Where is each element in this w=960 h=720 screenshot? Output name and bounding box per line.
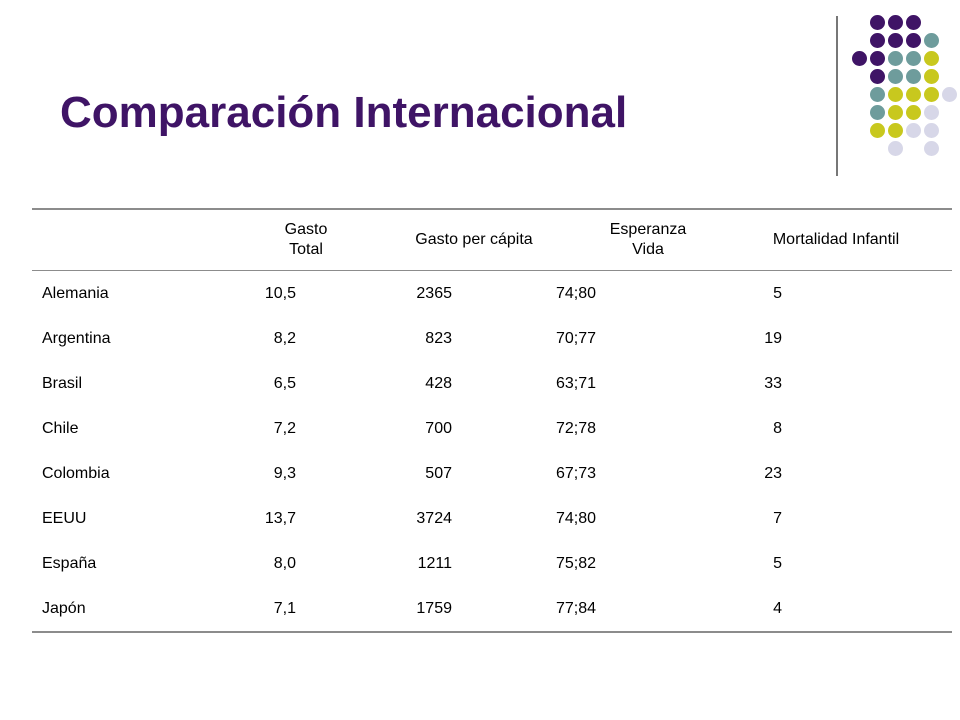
table-row: EEUU 13,7 3724 74;80 7 [32,496,952,541]
cell-gasto-per-capita: 1211 [417,554,452,572]
cell-mortalidad-infantil: 23 [764,464,782,482]
cell-gasto-per-capita: 1759 [416,599,452,617]
table-header-row: Gasto Total Gasto per cápita Esperanza V… [32,210,952,271]
cell-esperanza-vida: 74;80 [555,284,596,302]
table-top-rule [32,208,952,210]
header-cell-gasto-per-capita: Gasto per cápita [376,230,572,250]
decorative-dot [906,123,921,138]
cell-mortalidad-infantil: 7 [773,509,782,527]
table-row: Colombia 9,3 507 67;73 23 [32,451,952,496]
decorative-dot [924,69,939,84]
decorative-dot [906,69,921,84]
decorative-dot [906,105,921,120]
cell-gasto-total: 6,5 [273,374,296,392]
cell-country: Chile [42,419,79,437]
cell-gasto-per-capita: 3724 [416,509,452,527]
cell-country: EEUU [42,509,87,527]
decorative-dot [924,141,939,156]
header-line: Vida [632,241,664,258]
cell-gasto-per-capita: 428 [425,374,452,392]
cell-country: España [42,554,97,572]
cell-gasto-total: 7,1 [273,599,296,617]
table-row: Argentina 8,2 823 70;77 19 [32,316,952,361]
cell-gasto-per-capita: 700 [425,419,452,437]
table-bottom-rule [32,631,952,633]
decorative-dot [924,87,939,102]
cell-esperanza-vida: 67;73 [555,464,596,482]
decorative-dot [906,15,921,30]
cell-esperanza-vida: 75;82 [555,554,596,572]
cell-country: Argentina [42,329,111,347]
cell-gasto-total: 8,2 [273,329,296,347]
decorative-dot [906,51,921,66]
cell-mortalidad-infantil: 33 [764,374,782,392]
cell-gasto-total: 10,5 [264,284,296,302]
decorative-dot [924,51,939,66]
decorative-dot [942,87,957,102]
decorative-dot [906,87,921,102]
cell-gasto-total: 9,3 [273,464,296,482]
decorative-dot [888,87,903,102]
comparison-table: Gasto Total Gasto per cápita Esperanza V… [32,208,952,633]
decorative-dot [888,141,903,156]
header-cell-esperanza-vida: Esperanza Vida [572,220,724,260]
cell-mortalidad-infantil: 5 [773,284,782,302]
decorative-dot [870,123,885,138]
header-cell-gasto-total: Gasto Total [236,220,376,260]
table-row: Brasil 6,5 428 63;71 33 [32,361,952,406]
cell-esperanza-vida: 63;71 [555,374,596,392]
cell-gasto-per-capita: 507 [425,464,452,482]
cell-gasto-per-capita: 823 [425,329,452,347]
decorative-dot [870,33,885,48]
cell-esperanza-vida: 74;80 [555,509,596,527]
decorative-dot [852,51,867,66]
decorative-dot [870,51,885,66]
table-row: Japón 7,1 1759 77;84 4 [32,586,952,631]
decorative-dot [888,15,903,30]
cell-esperanza-vida: 70;77 [555,329,596,347]
decorative-dot [888,69,903,84]
cell-gasto-total: 8,0 [273,554,296,572]
decorative-dot [888,123,903,138]
cell-mortalidad-infantil: 8 [773,419,782,437]
cell-esperanza-vida: 77;84 [555,599,596,617]
decorative-dot [888,51,903,66]
decorative-dot [870,105,885,120]
cell-esperanza-vida: 72;78 [555,419,596,437]
decorative-divider-line [836,16,838,176]
decorative-dot [870,69,885,84]
cell-mortalidad-infantil: 5 [773,554,782,572]
header-line: Total [289,241,323,258]
cell-gasto-total: 7,2 [273,419,296,437]
decorative-dot [870,15,885,30]
table-body: Alemania 10,5 2365 74;80 5 Argentina 8,2 823 70;… [32,271,952,631]
header-line: Gasto [284,221,328,238]
header-cell-mortalidad-infantil: Mortalidad Infantil [724,230,948,250]
header-line: Gasto per cápita [415,231,533,248]
page-title: Comparación Internacional [60,88,628,137]
cell-gasto-total: 13,7 [264,509,296,527]
decorative-dot [924,105,939,120]
cell-mortalidad-infantil: 19 [764,329,782,347]
decorative-dot [924,123,939,138]
header-line: Esperanza [609,221,687,238]
table-row: Alemania 10,5 2365 74;80 5 [32,271,952,316]
decorative-dot [906,33,921,48]
decorative-dot [888,33,903,48]
cell-gasto-per-capita: 2365 [416,284,452,302]
table-row: España 8,0 1211 75;82 5 [32,541,952,586]
cell-country: Japón [42,599,86,617]
cell-mortalidad-infantil: 4 [773,599,782,617]
decorative-dot [870,87,885,102]
table-row: Chile 7,2 700 72;78 8 [32,406,952,451]
cell-country: Alemania [42,284,109,302]
decorative-dot [888,105,903,120]
header-line: Mortalidad Infantil [772,231,900,248]
cell-country: Brasil [42,374,83,392]
decorative-dot [924,33,939,48]
cell-country: Colombia [42,464,110,482]
